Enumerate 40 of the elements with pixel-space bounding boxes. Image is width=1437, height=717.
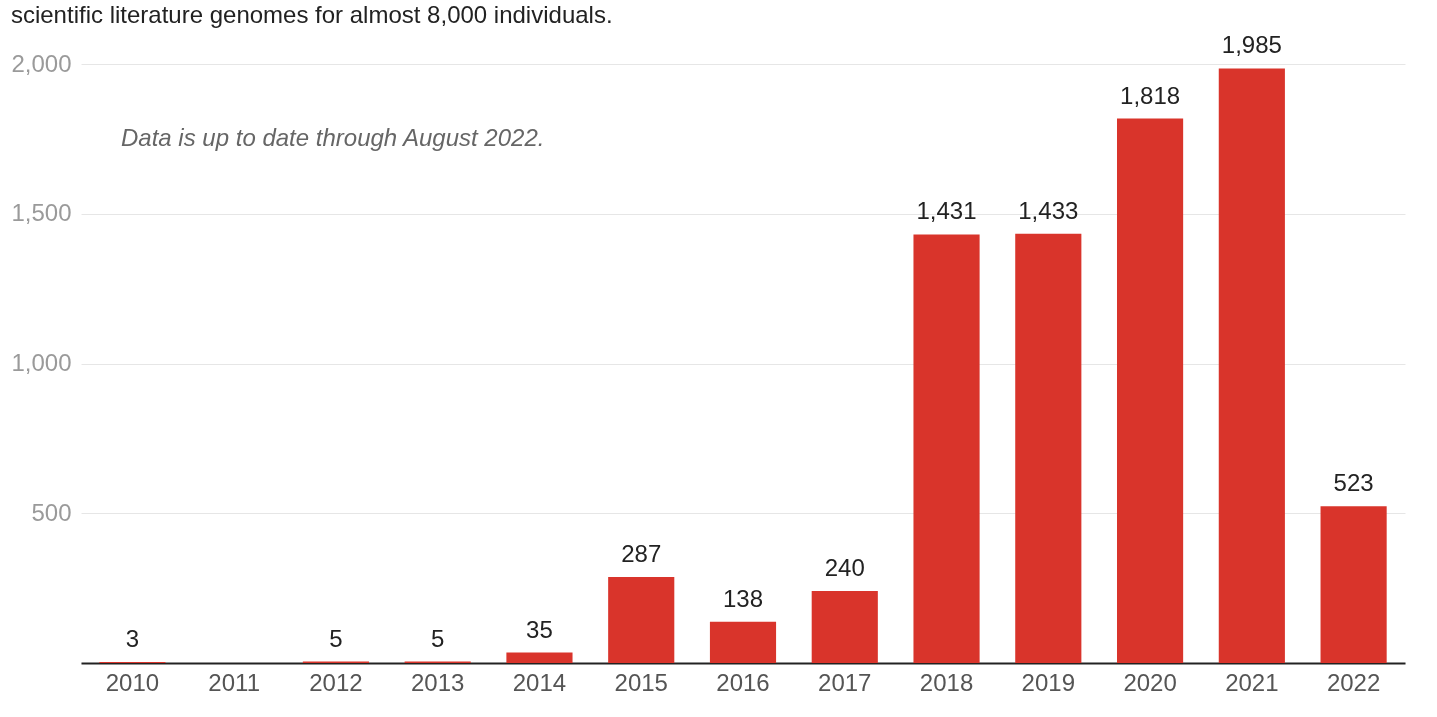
bar [608,577,675,663]
bar [1218,68,1285,663]
y-tick-label: 500 [31,498,72,526]
x-tick-label: 2011 [208,668,260,696]
y-tick-label: 2,000 [11,49,72,77]
x-tick-label: 2016 [716,668,770,696]
data-label: 1,433 [1018,196,1079,224]
x-tick-label: 2013 [411,668,465,696]
x-tick-label: 2010 [105,668,160,696]
data-label: 3 [125,625,140,653]
y-tick-label: 1,000 [11,349,72,376]
bar [1320,506,1387,663]
bar [811,591,878,663]
x-tick-label: 2019 [1021,668,1075,696]
data-label: 287 [621,540,662,568]
bar [709,621,777,663]
data-label: 1,985 [1221,31,1282,59]
data-label: 35 [526,615,553,643]
x-tick-label: 2015 [614,668,668,696]
x-tick-label: 2014 [512,668,567,696]
chart-subtitle: scientific literature genomes for almost 8,000 individuals. [10,1,613,29]
data-label: 5 [329,624,343,652]
x-tick-label: 2017 [818,668,872,696]
x-tick-label: 2018 [919,668,974,696]
data-label: 5 [431,624,445,652]
bar [1015,233,1082,663]
data-label: 138 [722,584,764,612]
data-label: 1,431 [916,197,977,225]
bar [506,652,573,663]
x-tick-label: 2022 [1326,668,1381,696]
bar [913,234,980,663]
bar [1117,118,1184,663]
data-label: 523 [1333,469,1374,497]
x-tick-label: 2021 [1225,668,1279,696]
annotation: Data is up to date through August 2022. [121,124,545,151]
y-tick-label: 1,500 [11,199,72,227]
data-label: 1,818 [1120,81,1181,109]
x-tick-label: 2020 [1123,668,1177,696]
x-tick-label: 2012 [309,668,363,696]
data-label: 240 [824,554,865,582]
